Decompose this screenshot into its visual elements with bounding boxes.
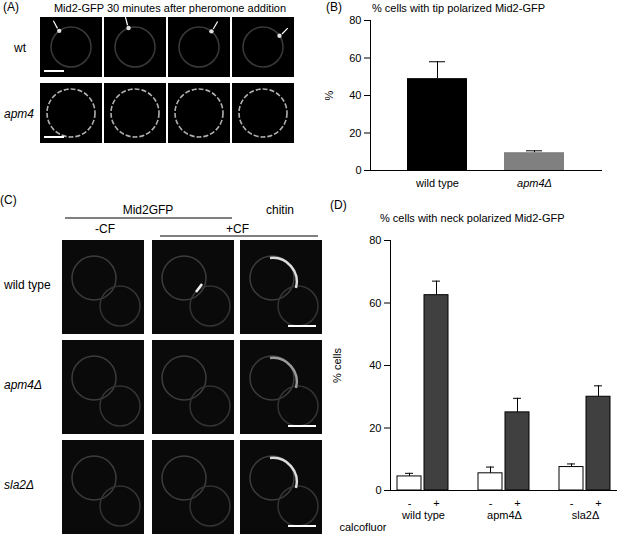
svg-text:40: 40: [369, 359, 381, 371]
html-text:wild type: wild type: [4, 278, 51, 292]
svg-text:-: -: [489, 497, 493, 509]
svg-text:+: +: [514, 497, 520, 509]
html-text:(B): (B): [326, 0, 342, 14]
svg-text:apm4Δ: apm4Δ: [517, 177, 552, 189]
svg-text:+: +: [595, 497, 601, 509]
svg-text:%: %: [323, 90, 335, 100]
svg-text:60: 60: [349, 52, 361, 64]
html-text:+CF: +CF: [226, 222, 249, 236]
svg-text:80: 80: [369, 234, 381, 246]
html-text:(D): (D): [330, 198, 347, 212]
svg-text:calcofluor: calcofluor: [339, 521, 386, 533]
svg-text:% cells: % cells: [331, 348, 343, 383]
svg-text:0: 0: [375, 484, 381, 496]
svg-text:wild type: wild type: [401, 509, 445, 521]
html-text:Mid2GFP: Mid2GFP: [122, 203, 174, 217]
html-text:-CF: -CF: [95, 222, 115, 236]
html-text:(A): (A): [3, 0, 19, 14]
svg-text:80: 80: [349, 14, 361, 26]
html-text:apm4: apm4: [4, 107, 34, 121]
html-text:wt: wt: [14, 41, 26, 55]
svg-text:-: -: [570, 497, 574, 509]
html-text:(C): (C): [0, 193, 17, 207]
svg-text:-: -: [408, 497, 412, 509]
svg-text:20: 20: [349, 127, 361, 139]
svg-text:apm4Δ: apm4Δ: [487, 509, 523, 521]
svg-text:60: 60: [369, 297, 381, 309]
html-text:sla2Δ: sla2Δ: [4, 478, 35, 492]
svg-text:wild type: wild type: [415, 177, 459, 189]
svg-text:sla2Δ: sla2Δ: [572, 509, 600, 521]
html-text:% cells with tip polarized Mid: % cells with tip polarized Mid2-GFP: [372, 2, 545, 14]
svg-text:+: +: [433, 497, 439, 509]
svg-text:20: 20: [369, 422, 381, 434]
html-text:Mid2-GFP 30 minutes after pher: Mid2-GFP 30 minutes after pheromone addi…: [53, 2, 287, 14]
svg-text:0: 0: [355, 164, 361, 176]
html-text:% cells with neck polarized Mi: % cells with neck polarized Mid2-GFP: [380, 212, 565, 224]
svg-text:40: 40: [349, 89, 361, 101]
html-text:chitin: chitin: [266, 203, 294, 217]
html-text:apm4Δ: apm4Δ: [4, 378, 43, 392]
